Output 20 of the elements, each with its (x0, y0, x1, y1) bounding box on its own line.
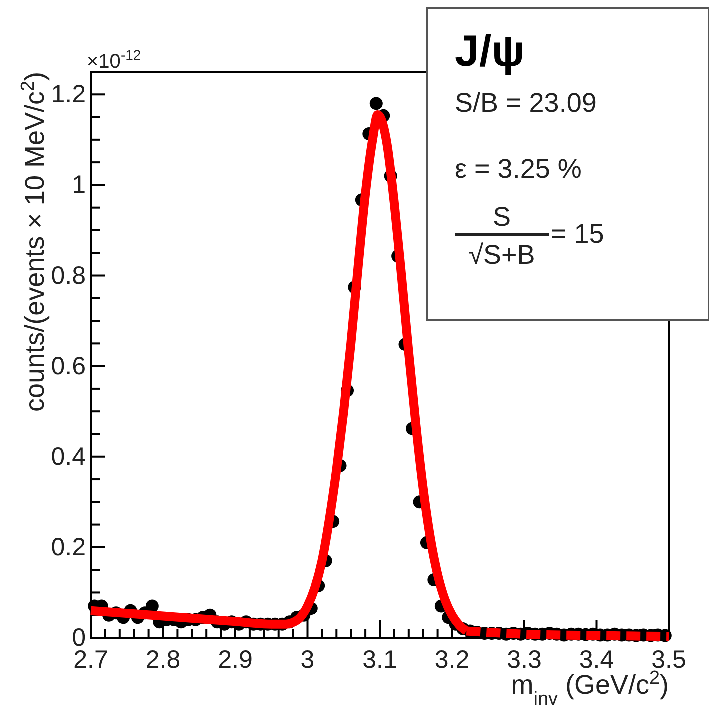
annotation: S (492, 202, 512, 232)
annotation: J/ψ (455, 27, 525, 76)
x-tick-label: 2.8 (146, 646, 181, 674)
y-tick-label: 1.2 (51, 80, 86, 109)
y-tick-label: 1 (72, 171, 86, 200)
x-tick-label: 3.4 (579, 646, 614, 674)
annotation: ×10$^{-12}$ (87, 47, 142, 73)
x-tick-label: 3 (300, 646, 315, 674)
annotation: = 15 (551, 219, 604, 249)
annotation: ε = 3.25 % (455, 154, 582, 184)
x-tick-label: 3.2 (434, 646, 470, 674)
y-tick-label: 0.8 (51, 262, 86, 290)
annotation: S/B = 23.09 (455, 88, 597, 118)
y-tick-label: 0.2 (51, 533, 86, 562)
annotation: √S+B (468, 240, 536, 270)
y-tick-label: 0.6 (51, 352, 86, 380)
x-tick-label: 2.9 (218, 646, 253, 674)
x-tick-label: 3.3 (507, 646, 542, 674)
y-tick-label: 0.4 (51, 442, 86, 471)
x-tick-label: 3.1 (362, 646, 398, 674)
